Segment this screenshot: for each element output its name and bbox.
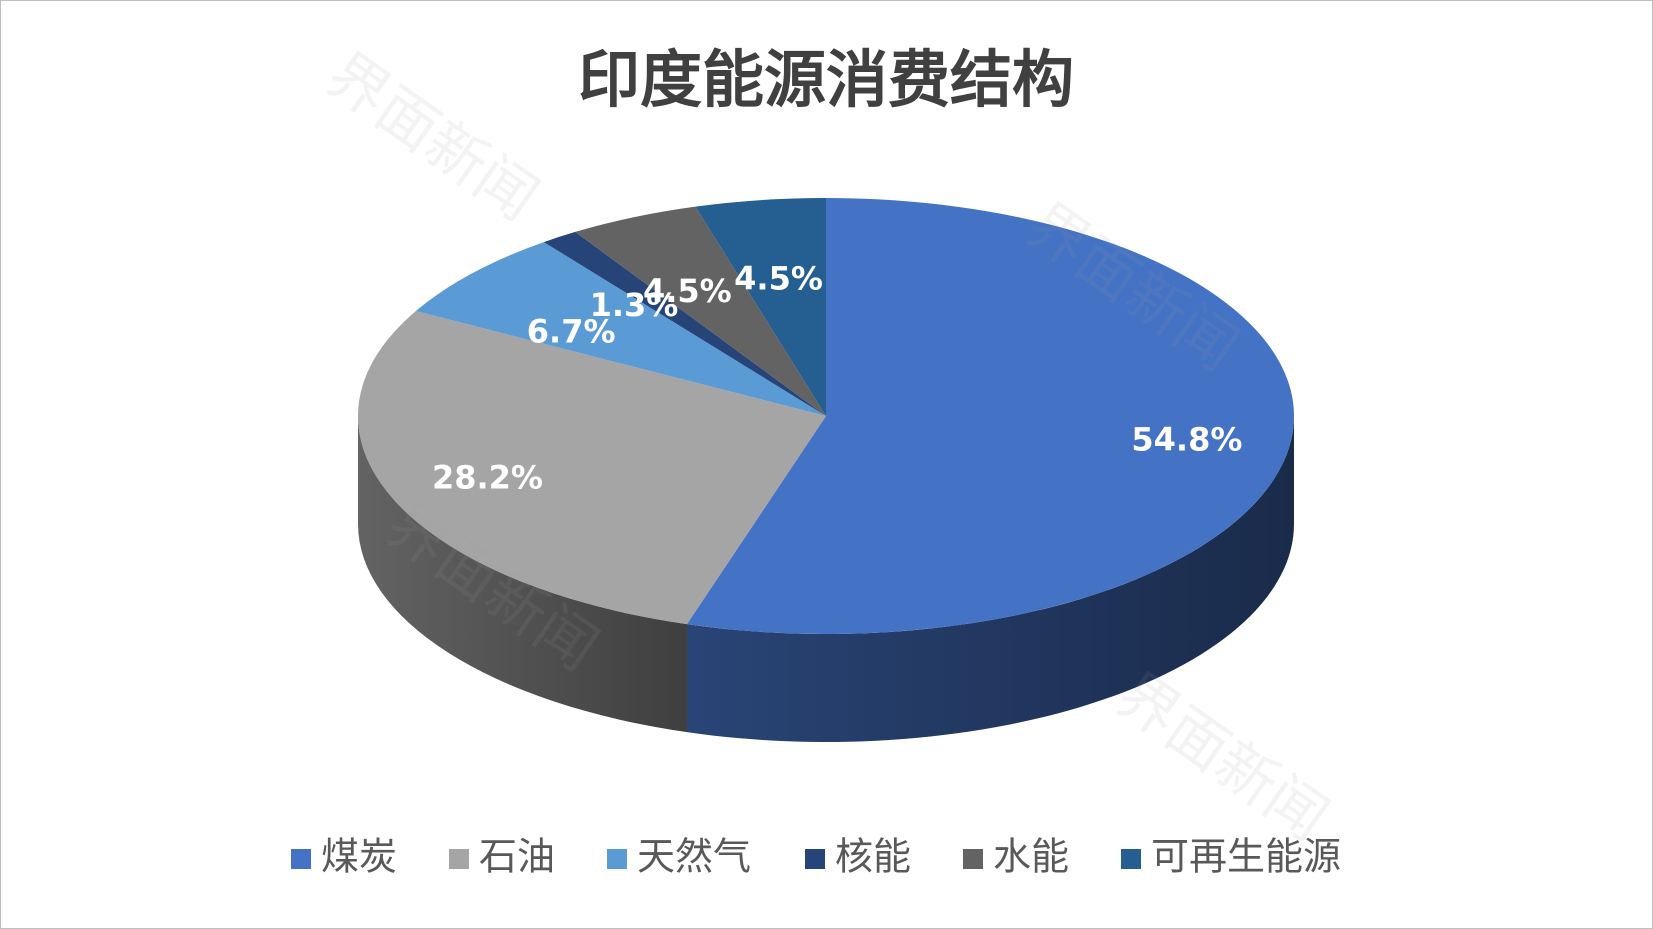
data-label: 54.8% xyxy=(1131,421,1242,459)
data-label: 1.3% xyxy=(590,286,679,324)
legend-label: 石油 xyxy=(479,835,555,879)
pie-slice xyxy=(695,198,826,416)
pie-slice xyxy=(415,242,826,416)
legend-label: 天然气 xyxy=(637,835,751,879)
legend-label: 可再生能源 xyxy=(1151,835,1341,879)
legend-swatch xyxy=(291,849,311,869)
pie-side xyxy=(686,416,1294,742)
legend-swatch xyxy=(805,849,825,869)
data-label: 6.7% xyxy=(527,312,616,350)
pie-slice xyxy=(686,198,1295,634)
pie-slice xyxy=(543,231,826,416)
data-label: 4.5% xyxy=(734,260,823,298)
legend-label: 水能 xyxy=(993,835,1069,879)
data-label: 28.2% xyxy=(432,459,543,497)
legend-swatch xyxy=(607,849,627,869)
legend-swatch xyxy=(1121,849,1141,869)
legend-label: 煤炭 xyxy=(321,835,397,879)
pie-slice xyxy=(575,206,826,416)
pie-slice xyxy=(358,310,826,625)
pie-side xyxy=(358,416,687,733)
legend-label: 核能 xyxy=(835,835,911,879)
legend-swatch xyxy=(449,849,469,869)
legend-swatch xyxy=(963,849,983,869)
data-label: 4.5% xyxy=(643,272,732,310)
chart-title: 印度能源消费结构 xyxy=(578,43,1074,116)
